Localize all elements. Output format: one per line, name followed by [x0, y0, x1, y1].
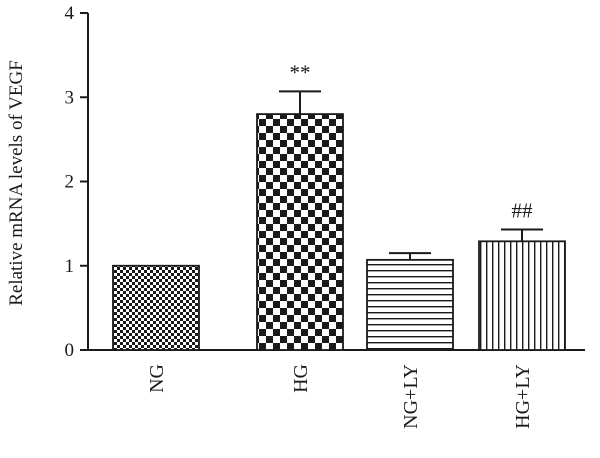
category-labels-group: NG HG NG+LY HG+LY: [146, 364, 534, 429]
x-category-label: HG: [290, 364, 312, 393]
y-tick-label: 1: [65, 256, 75, 277]
y-tick-label: 2: [65, 172, 75, 193]
bars-group: [112, 113, 566, 351]
y-tick-label: 4: [65, 3, 75, 24]
significance-marker: **: [290, 60, 311, 84]
y-axis-title: Relative mRNA levels of VEGF: [6, 60, 27, 306]
x-category-label: NG: [146, 364, 168, 393]
x-category-label: HG+LY: [512, 364, 534, 429]
y-tick-label: 0: [65, 340, 75, 361]
bar-ng-ly: [366, 258, 454, 351]
error-bars-group: [279, 90, 543, 260]
y-tick-label: 3: [65, 87, 75, 108]
y-axis: 0 1 2 3 4: [65, 3, 89, 361]
bar-hg: [256, 113, 344, 351]
bar-hg-ly: [478, 240, 566, 351]
annotations-group: ** ##: [290, 60, 534, 222]
x-category-label: NG+LY: [400, 364, 422, 429]
bar-ng: [112, 264, 200, 351]
significance-marker: ##: [512, 199, 534, 223]
y-axis-title-group: Relative mRNA levels of VEGF: [6, 60, 27, 306]
